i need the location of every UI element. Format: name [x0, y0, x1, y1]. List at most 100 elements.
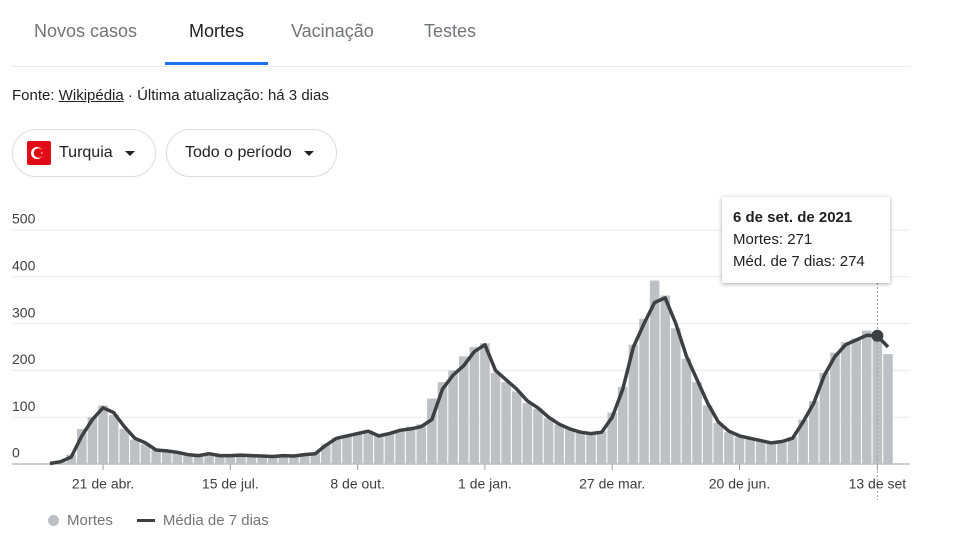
bar [851, 338, 861, 464]
bar [384, 433, 395, 464]
bar [458, 356, 469, 464]
legend-label: Mortes [67, 512, 113, 529]
bar [66, 454, 76, 464]
caret [124, 150, 135, 156]
source-prefix: Fonte: [12, 87, 55, 104]
y-tick-label: 100 [12, 398, 36, 414]
bar [321, 444, 331, 464]
bar [681, 358, 692, 464]
bar [45, 463, 55, 464]
filter-label: Turquia [59, 144, 113, 161]
bar [374, 434, 384, 464]
x-tick-label: 15 de jul. [202, 476, 259, 492]
bar [862, 330, 872, 464]
bar [480, 343, 490, 464]
tooltip-label: Méd. de 7 dias: [733, 253, 836, 270]
tab-indicator [165, 62, 268, 65]
bar [713, 422, 724, 464]
bar [395, 429, 405, 464]
tab[interactable]: Testes [424, 21, 477, 41]
bar [490, 372, 501, 464]
bar [883, 354, 893, 464]
country-filter[interactable]: Turquia [12, 129, 156, 177]
bar [639, 318, 649, 464]
bar [564, 429, 575, 464]
tooltip-value: 271 [787, 231, 813, 248]
bar [267, 456, 278, 464]
bar [448, 370, 458, 464]
tab[interactable]: Mortes [189, 21, 245, 41]
x-tick-label: 8 de out. [330, 476, 385, 492]
bar [172, 452, 183, 464]
bar [437, 382, 448, 464]
period-filter[interactable]: Todo o período [166, 129, 337, 177]
bar [618, 386, 628, 464]
bar [183, 455, 193, 464]
bar [830, 352, 840, 464]
bar [331, 437, 342, 464]
bar [405, 426, 416, 464]
bar [660, 295, 671, 464]
y-tick-label: 400 [12, 258, 36, 274]
tab[interactable]: Vacinação [291, 21, 374, 41]
bar [808, 400, 819, 464]
bar [692, 382, 702, 464]
bar [278, 455, 289, 464]
x-tick-label: 21 de abr. [72, 476, 134, 492]
bar [204, 454, 214, 464]
bar [119, 428, 130, 464]
bar [77, 428, 87, 464]
legend-swatch [48, 515, 59, 526]
bar [586, 434, 596, 464]
bar [777, 440, 787, 464]
bar [98, 405, 108, 464]
bar [511, 391, 522, 464]
bar [310, 452, 320, 464]
bar [533, 408, 543, 464]
bar [87, 417, 98, 464]
bar [575, 432, 586, 464]
bar [427, 398, 437, 464]
bar [161, 451, 172, 464]
tooltip-label: Mortes: [733, 231, 784, 248]
caret [303, 150, 314, 156]
tab[interactable]: Novos casos [34, 21, 138, 41]
tab-bar: Novos casos Mortes Vacinação Testes [12, 0, 910, 67]
tooltip-row: Méd. de 7 dias: 274 [733, 251, 879, 273]
bar [289, 456, 299, 464]
y-tick-label: 200 [12, 351, 36, 367]
bar [363, 430, 374, 464]
legend-swatch [136, 519, 155, 522]
bar [130, 439, 140, 464]
bar [193, 455, 204, 464]
y-tick-label: 300 [12, 304, 36, 320]
legend: Mortes Média de 7 dias [48, 512, 269, 529]
tooltip-value: 274 [839, 253, 865, 270]
hover-dot [871, 329, 884, 342]
y-tick-label: 500 [12, 211, 36, 227]
bar [798, 419, 808, 464]
bar [745, 439, 755, 464]
bar [151, 449, 161, 464]
bar [257, 456, 267, 464]
x-tick-label: 20 de jun. [709, 476, 771, 492]
bar [734, 436, 745, 464]
y-tick-label: 0 [12, 445, 20, 461]
tooltip-row: Mortes: 271 [733, 229, 879, 251]
bar [416, 424, 427, 464]
bar [628, 344, 639, 464]
bar [543, 418, 554, 464]
source-link[interactable]: Wikipédia [58, 87, 124, 104]
bar [342, 434, 352, 464]
source: Fonte: Wikipédia · Última atualização: h… [12, 87, 329, 104]
bar [501, 382, 511, 464]
flag [27, 141, 51, 165]
filter-label: Todo o período [185, 144, 292, 161]
bar [702, 405, 713, 464]
bar [819, 372, 830, 464]
bar [787, 436, 798, 464]
legend-label: Média de 7 dias [162, 512, 269, 529]
bar [299, 454, 310, 464]
bar [214, 456, 225, 464]
